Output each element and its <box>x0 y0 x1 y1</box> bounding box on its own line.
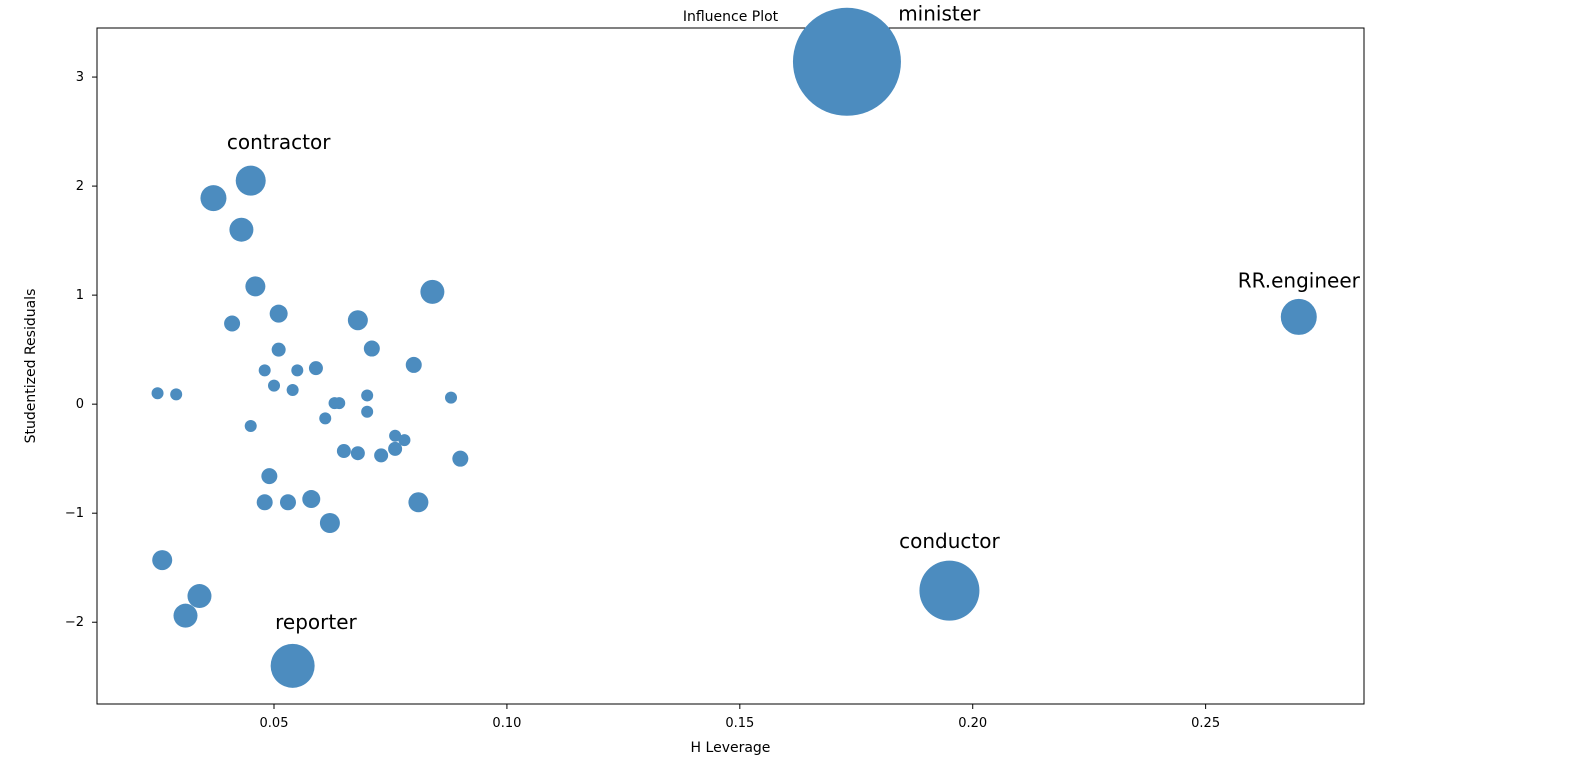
point <box>170 388 182 400</box>
point <box>257 494 273 510</box>
chart-title: Influence Plot <box>683 9 779 25</box>
point <box>302 490 320 508</box>
annotation-minister: minister <box>898 1 981 25</box>
x-tick-label: 0.25 <box>1191 716 1220 731</box>
point-RR.engineer <box>1281 299 1317 335</box>
y-tick-label: −1 <box>65 506 84 521</box>
point <box>245 420 257 432</box>
point <box>406 357 422 373</box>
annotation-reporter: reporter <box>275 610 357 634</box>
point <box>351 446 365 460</box>
point <box>229 218 253 242</box>
point-conductor <box>919 561 979 621</box>
x-tick-label: 0.20 <box>958 716 987 731</box>
point <box>272 343 286 357</box>
point <box>224 315 240 331</box>
y-tick-label: 3 <box>76 70 84 85</box>
point <box>152 387 164 399</box>
point-contractor <box>236 166 266 196</box>
annotation-RR.engineer: RR.engineer <box>1238 268 1361 292</box>
point <box>420 280 444 304</box>
point <box>333 397 345 409</box>
point <box>374 448 388 462</box>
point <box>245 276 265 296</box>
point <box>270 305 288 323</box>
x-axis-label: H Leverage <box>691 740 771 756</box>
point <box>287 384 299 396</box>
point <box>320 513 340 533</box>
point <box>445 392 457 404</box>
annotation-contractor: contractor <box>227 130 331 154</box>
x-tick-label: 0.10 <box>492 716 521 731</box>
point-minister <box>793 8 901 116</box>
x-tick-label: 0.15 <box>725 716 754 731</box>
point <box>152 550 172 570</box>
point <box>291 364 303 376</box>
point <box>361 406 373 418</box>
y-tick-label: 2 <box>76 179 84 194</box>
point <box>364 341 380 357</box>
point <box>200 185 226 211</box>
point <box>319 412 331 424</box>
influence-plot-chart: 0.05 0.10 0.15 0.20 0.25 −2 −1 0 1 2 3 H Leverage St… <box>0 0 1573 778</box>
y-tick-label: −2 <box>65 615 84 630</box>
annotation-conductor: conductor <box>899 529 1000 553</box>
point <box>268 380 280 392</box>
point <box>261 468 277 484</box>
point <box>408 492 428 512</box>
point <box>388 442 402 456</box>
y-axis-label: Studentized Residuals <box>23 289 39 444</box>
point <box>452 451 468 467</box>
point <box>259 364 271 376</box>
point <box>187 584 211 608</box>
y-tick-label: 0 <box>76 397 84 412</box>
chart-bg <box>0 0 1573 778</box>
point <box>361 389 373 401</box>
point <box>309 361 323 375</box>
point <box>337 444 351 458</box>
chart-svg: 0.05 0.10 0.15 0.20 0.25 −2 −1 0 1 2 3 H Leverage St… <box>0 0 1573 778</box>
y-tick-label: 1 <box>76 288 84 303</box>
point <box>348 310 368 330</box>
point <box>174 604 198 628</box>
x-tick-label: 0.05 <box>260 716 289 731</box>
point <box>280 494 296 510</box>
point-reporter <box>271 644 315 688</box>
